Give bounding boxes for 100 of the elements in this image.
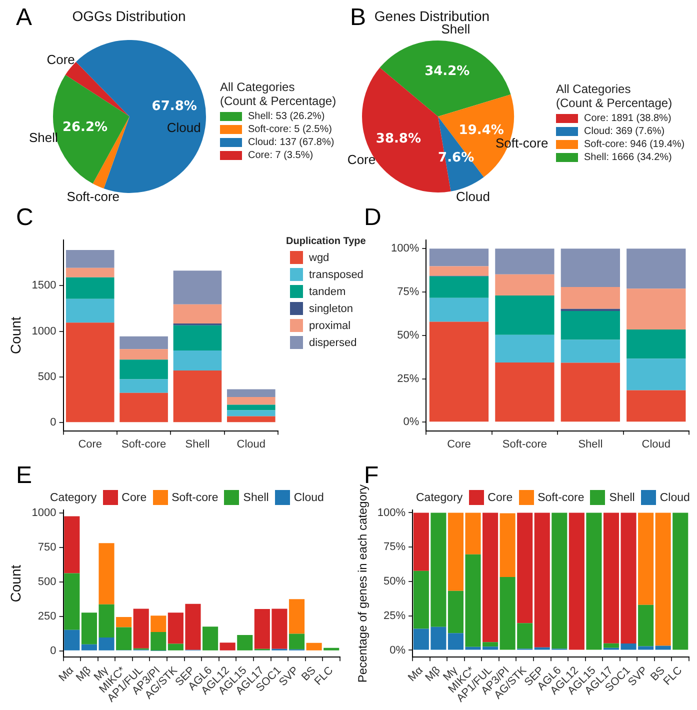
bar (173, 270, 222, 304)
bar (413, 512, 429, 571)
legend-label: Soft-core (584, 139, 625, 150)
bar (495, 334, 554, 362)
bar (495, 248, 554, 274)
bar (64, 516, 80, 574)
y-tick-label: 0 (50, 416, 56, 429)
bar (429, 266, 489, 276)
legend-title: Category (50, 492, 97, 504)
y-axis-title: Count (7, 564, 24, 602)
bar (603, 643, 620, 648)
slice-label: Cloud (456, 189, 490, 204)
y-tick-label: 50% (384, 576, 406, 588)
x-tick-label: Soft-core (121, 438, 166, 450)
y-axis-title: Pecentage of genes in each category (356, 484, 370, 683)
legend-label: Shell (248, 111, 270, 122)
data-label: 67.8% (152, 99, 197, 114)
bar (168, 644, 184, 650)
legend-title: Duplication Type (286, 236, 366, 247)
bar (116, 617, 132, 628)
text: : 53 (26.2%) (270, 111, 325, 122)
bar (429, 298, 489, 322)
legend-label: wgd (309, 252, 330, 264)
bar (560, 340, 620, 363)
x-tick-label: Cloud (236, 438, 266, 450)
bar (133, 608, 149, 648)
text: : 1891 (38.8%) (606, 113, 672, 124)
legend-label: Soft-core (248, 124, 289, 135)
bar (306, 642, 322, 650)
y-tick-label: 25% (384, 610, 406, 622)
bar (66, 250, 114, 268)
x-tick-label: Core (447, 438, 471, 450)
x-tick-label: Mβ (74, 664, 94, 684)
text: B (350, 4, 366, 32)
x-tick-label: Mα (56, 664, 77, 684)
bar (324, 648, 340, 650)
text: : 369 (7.6%) (610, 126, 665, 137)
text: : 137 (67.8%) (274, 137, 334, 148)
bar (638, 604, 654, 646)
bar (429, 248, 489, 266)
legend-label: Cloud (248, 137, 274, 148)
legend-label: dispersed (309, 336, 357, 348)
legend-label: Core (488, 492, 513, 504)
bar (66, 268, 114, 278)
bar (560, 362, 620, 422)
slice-label: Cloud (166, 120, 201, 135)
data-label: 19.4% (458, 122, 504, 138)
bar (64, 573, 80, 630)
bar (655, 512, 671, 646)
y-tick-label: 25% (397, 372, 420, 385)
data-label: 38.8% (376, 132, 421, 147)
bar (220, 642, 236, 650)
text: : 1666 (34.2%) (606, 152, 672, 163)
legend-label: Soft-core (538, 492, 584, 504)
slice-label: Core (347, 152, 376, 167)
data-label: 34.2% (424, 64, 470, 80)
bar (429, 322, 489, 422)
chart-title: OGGs Distribution (72, 8, 186, 24)
legend-label: Cloud (660, 492, 690, 504)
y-tick-label: 500 (38, 576, 56, 588)
x-tick-label: Shell (185, 438, 210, 450)
bar (66, 298, 114, 323)
legend-title: Category (416, 492, 463, 504)
bar (626, 390, 686, 422)
text: : 5 (2.5%) (288, 124, 332, 135)
bar (626, 288, 686, 330)
y-tick-label: 75% (397, 286, 420, 298)
bar (560, 310, 620, 340)
x-tick-label: Core (78, 438, 102, 450)
bar (586, 512, 602, 650)
legend-label: Cloud (584, 126, 610, 137)
y-tick-label: 250 (38, 610, 56, 622)
bar (173, 304, 222, 324)
y-tick-label: 100% (390, 242, 420, 255)
bar (120, 336, 168, 350)
bar (173, 350, 222, 371)
legend-label: tandem (309, 286, 346, 298)
bar (626, 358, 686, 390)
text: A (16, 4, 32, 32)
bar (534, 512, 550, 648)
legend-label: singleton (309, 302, 354, 314)
bar (227, 404, 276, 410)
legend-title: All Categories (Count & Percentage) (220, 80, 336, 108)
legend-label: Shell (584, 152, 606, 163)
y-tick-label: 1500 (32, 280, 56, 292)
y-tick-label: 0 (50, 644, 56, 657)
text: C (16, 204, 34, 232)
bar (173, 370, 222, 422)
bar (288, 634, 305, 650)
legend-label: proximal (309, 320, 351, 332)
x-tick-label: Shell (578, 438, 603, 450)
text: D (364, 204, 382, 232)
bar (227, 416, 276, 422)
bar (237, 635, 253, 650)
bar (288, 599, 305, 634)
y-tick-label: 100% (377, 506, 406, 519)
bar (150, 616, 166, 632)
bar (120, 360, 168, 380)
y-tick-label: 500 (38, 370, 56, 383)
slice-label: Soft-core (66, 189, 120, 204)
